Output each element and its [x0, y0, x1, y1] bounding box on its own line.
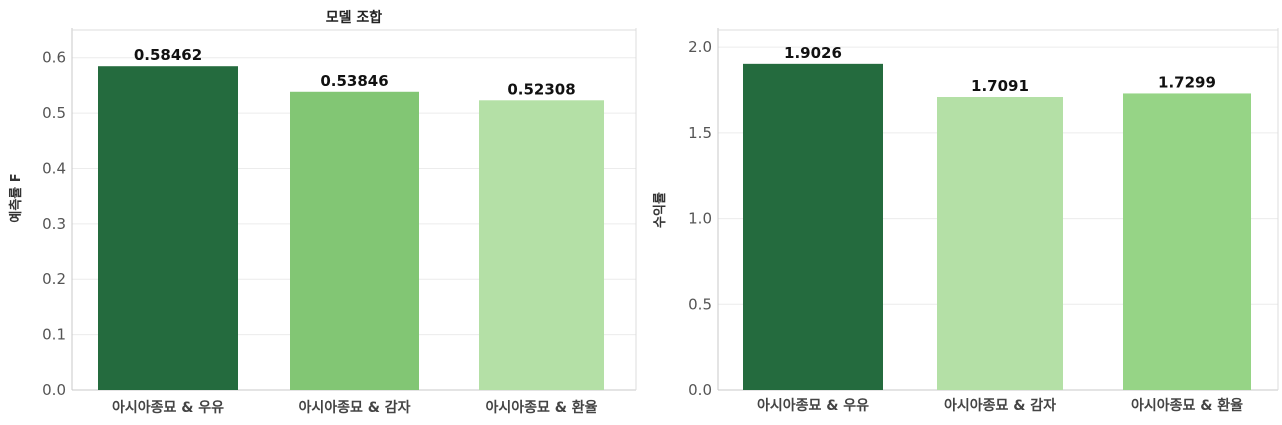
chart-2: 0.0 0.5 1.0 1.5 2.0 1.9026 아시아종묘 & 우유 1.7091 아시아… [652, 28, 1279, 414]
y-tick-label: 2.0 [688, 38, 712, 56]
y-tick-label: 0.0 [42, 381, 66, 399]
data-label: 1.7299 [1158, 73, 1216, 91]
y-axis-label: 예측률 F [8, 173, 24, 222]
data-label: 0.53846 [320, 72, 388, 90]
x-tick-label: 아시아종묘 & 감자 [298, 399, 410, 416]
y-tick-label: 0.5 [42, 104, 66, 122]
y-tick-label: 0.6 [42, 49, 66, 67]
bar [290, 91, 419, 390]
data-label: 0.52308 [507, 80, 575, 98]
x-tick-label: 아시아종묘 & 환율 [485, 399, 597, 416]
bar [743, 63, 883, 391]
y-tick-label: 0.5 [688, 295, 712, 313]
y-tick-label: 0.2 [42, 270, 66, 288]
x-tick-label: 아시아종묘 & 우유 [112, 399, 224, 416]
x-tick-label: 아시아종묘 & 감자 [944, 397, 1056, 414]
y-tick-label: 0.1 [42, 326, 66, 344]
y-axis-label: 수익률 [652, 192, 668, 228]
chart-title: 모델 조합 [326, 9, 383, 26]
bar [1123, 93, 1251, 391]
y-tick-label: 1.5 [688, 124, 712, 142]
x-tick-label: 아시아종묘 & 환율 [1131, 397, 1243, 414]
data-label: 1.7091 [971, 77, 1029, 95]
y-tick-label: 1.0 [688, 210, 712, 228]
data-label: 1.9026 [784, 44, 842, 62]
x-tick-label: 아시아종묘 & 우유 [757, 397, 869, 414]
data-label: 0.58462 [134, 46, 202, 64]
y-tick-label: 0.0 [688, 381, 712, 399]
y-tick-label: 0.4 [42, 159, 66, 177]
y-tick-label: 0.3 [42, 215, 66, 233]
chart-1: 0.0 0.1 0.2 0.3 0.4 0.5 0.6 0.58462 아시아종묘 & 우유 0.… [8, 9, 637, 416]
bar [479, 100, 604, 390]
bar [98, 66, 238, 391]
bar [937, 97, 1063, 391]
